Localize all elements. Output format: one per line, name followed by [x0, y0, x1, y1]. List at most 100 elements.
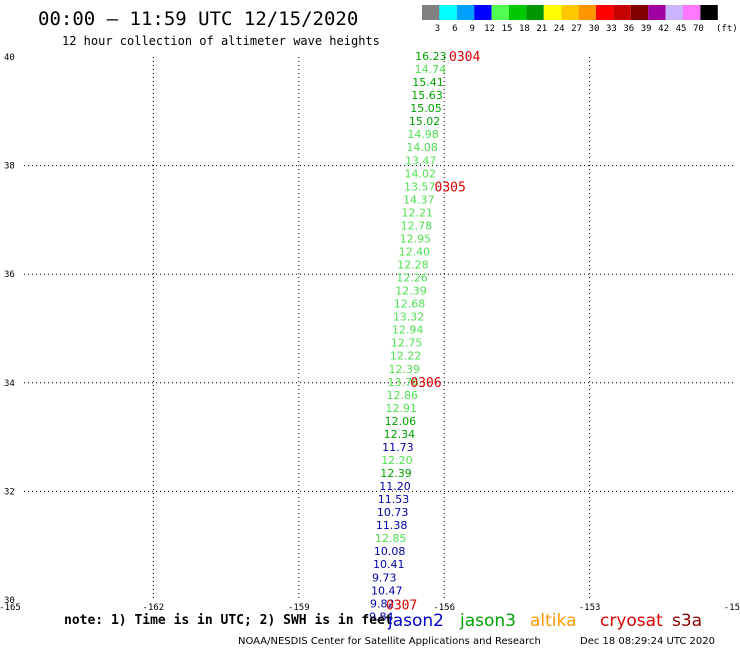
legend-units: (ft) — [716, 24, 738, 34]
swh-value-label: 11.20 — [379, 480, 411, 493]
legend-swatch — [456, 5, 475, 20]
swh-value-label: 9.82 — [370, 597, 395, 610]
swh-value-label: 10.47 — [371, 584, 403, 597]
swh-value-label: 12.78 — [401, 219, 433, 232]
legend-swatch — [543, 5, 562, 20]
swh-value-label: 12.06 — [385, 415, 417, 428]
x-axis-tick-labels: -165 -162 -159 -156 -153 -15 — [0, 603, 740, 613]
satellite-name: altika — [530, 611, 577, 631]
legend-swatch — [700, 5, 718, 20]
swh-value-label: 14.02 — [404, 167, 436, 180]
legend-bin-label: 9 — [469, 24, 474, 34]
legend-swatch — [526, 5, 544, 20]
time-label: 0304 — [449, 50, 480, 65]
swh-value-label: 10.08 — [374, 545, 406, 558]
legend-swatch — [630, 5, 649, 20]
swh-value-label: 12.34 — [384, 428, 416, 441]
time-label: 0307 — [386, 598, 417, 613]
swh-value-label: 14.74 — [415, 63, 447, 76]
y-tick-label: 30 — [4, 596, 15, 606]
legend-bin-label: 42 — [658, 24, 669, 34]
y-tick-label: 38 — [4, 162, 15, 172]
swh-value-label: 11.38 — [376, 519, 408, 532]
legend-bin-label: 6 — [452, 24, 457, 34]
legend-swatch — [578, 5, 596, 20]
swh-value-label: 9.73 — [372, 571, 397, 584]
time-label: 0305 — [435, 180, 466, 195]
footer-credit: NOAA/NESDIS Center for Satellite Applica… — [238, 636, 541, 647]
satellite-name: jason2 — [387, 611, 444, 631]
swh-value-label: 12.39 — [395, 285, 427, 298]
x-tick-label: -15 — [724, 603, 740, 613]
swh-value-label: 12.21 — [402, 206, 434, 219]
footer-note: note: 1) Time is in UTC; 2) SWH is in fe… — [64, 613, 393, 628]
y-axis-tick-labels: 30 32 34 36 38 40 — [4, 53, 15, 606]
y-tick-label: 36 — [4, 270, 15, 280]
swh-value-label: 13.76 — [387, 376, 419, 389]
legend-bin-label: 30 — [589, 24, 600, 34]
swh-value-label: 12.75 — [391, 337, 423, 350]
swh-value-label: 15.41 — [412, 76, 444, 89]
swh-value-label: 12.86 — [387, 389, 419, 402]
swh-value-label: 12.85 — [375, 532, 407, 545]
time-labels: 0304 0305 0306 0307 — [386, 50, 480, 613]
legend-bin-label: 24 — [554, 24, 565, 34]
swh-value-label: 15.02 — [409, 115, 441, 128]
color-legend: 3 6 9 12 15 18 21 24 27 30 33 36 39 42 45 70 — [422, 5, 718, 34]
swh-value-label: 10.41 — [373, 558, 405, 571]
swh-value-label: 11.53 — [378, 493, 410, 506]
legend-swatch — [613, 5, 631, 20]
swh-value-label: 13.32 — [393, 311, 425, 324]
satellite-name: cryosat — [600, 611, 663, 631]
swh-value-label: 12.22 — [390, 350, 422, 363]
legend-bin-label: 33 — [606, 24, 617, 34]
x-tick-label: -162 — [143, 603, 165, 613]
x-tick-label: -153 — [579, 603, 601, 613]
satellite-name: jason3 — [459, 611, 516, 631]
chart-title: 00:00 – 11:59 UTC 12/15/2020 — [38, 8, 358, 30]
legend-swatch — [422, 5, 440, 20]
legend-bin-label: 27 — [571, 24, 582, 34]
grid-lines — [24, 57, 735, 600]
swh-value-label: 13.57 — [404, 180, 436, 193]
legend-bin-label: 3 — [435, 24, 440, 34]
legend-bin-label: 36 — [623, 24, 634, 34]
swh-value-label: 12.39 — [380, 467, 412, 480]
swh-value-label: 10.73 — [377, 506, 409, 519]
swh-value-label: 12.28 — [397, 259, 429, 272]
swh-value-label: 14.98 — [407, 128, 439, 141]
satellite-name: s3a — [672, 611, 702, 631]
legend-bin-label: 70 — [693, 24, 704, 34]
x-tick-label: -159 — [288, 603, 310, 613]
data-points: 16.2314.7415.4115.6315.0515.0214.9814.08… — [369, 50, 447, 623]
legend-bin-label: 21 — [536, 24, 547, 34]
footer-timestamp: Dec 18 08:29:24 UTC 2020 — [580, 636, 715, 647]
legend-swatch — [665, 5, 683, 20]
legend-swatch — [439, 5, 457, 20]
x-tick-label: -156 — [433, 603, 455, 613]
swh-value-label: 14.37 — [403, 193, 435, 206]
swh-value-label: 12.68 — [394, 298, 426, 311]
legend-bin-label: 18 — [519, 24, 530, 34]
legend-swatch — [474, 5, 492, 20]
swh-value-label: 11.73 — [382, 441, 414, 454]
swh-value-label: 12.40 — [399, 245, 431, 258]
swh-value-label: 9.84 — [369, 610, 394, 623]
legend-swatch — [683, 5, 701, 20]
swh-value-label: 14.08 — [406, 141, 438, 154]
legend-swatch — [491, 5, 509, 20]
x-tick-label: -165 — [0, 603, 21, 613]
chart-subtitle: 12 hour collection of altimeter wave hei… — [62, 34, 380, 48]
legend-bin-label: 45 — [676, 24, 687, 34]
swh-value-label: 12.95 — [400, 232, 432, 245]
swh-value-label: 15.63 — [411, 89, 443, 102]
swh-value-label: 13.47 — [405, 154, 437, 167]
legend-bin-label: 39 — [641, 24, 652, 34]
satellite-legend: jason2 jason3 altika cryosat s3a — [387, 611, 702, 631]
legend-swatch — [648, 5, 666, 20]
legend-swatch — [596, 5, 614, 20]
swh-value-label: 12.94 — [392, 324, 424, 337]
swh-value-label: 15.05 — [410, 102, 442, 115]
legend-bin-label: 15 — [502, 24, 513, 34]
